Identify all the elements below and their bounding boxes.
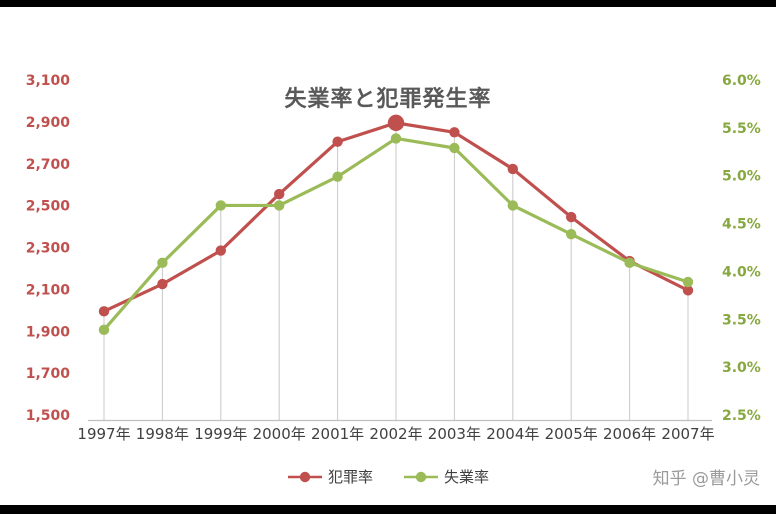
crime-rate-data-point [507, 163, 518, 175]
chart-legend: 犯罪率 失業率 [0, 466, 776, 487]
crime-rate-data-point [566, 211, 577, 223]
crime-rate-data-point [449, 127, 460, 138]
top-letterbox-bar [0, 0, 776, 7]
crime-rate-data-point [682, 285, 694, 296]
legend-label-crime-rate: 犯罪率 [327, 468, 373, 486]
right-axis-tick-label: 3.5% [722, 312, 761, 328]
x-axis-label: 2007年 [661, 425, 714, 443]
unemployment-rate-data-point [624, 257, 635, 269]
right-axis-tick-label: 4.5% [722, 217, 761, 233]
crime-rate-data-point [274, 188, 285, 200]
right-axis-tick-label: 5.0% [722, 169, 761, 185]
x-axis-label: 2000年 [253, 425, 306, 443]
x-axis-label: 1999年 [194, 425, 247, 443]
unemployment-rate-data-point [682, 276, 694, 288]
legend-item-unemployment-rate[interactable]: 失業率 [403, 466, 489, 487]
legend-label-unemployment-rate: 失業率 [444, 468, 490, 486]
right-axis-tick-label: 2.5% [722, 408, 761, 424]
unemployment-rate-data-point [332, 171, 343, 182]
crime-rate-data-point [332, 136, 343, 147]
unemployment-rate-data-point [390, 133, 402, 144]
bottom-letterbox-bar [0, 505, 776, 514]
right-axis-tick-label: 4.0% [722, 264, 761, 280]
x-axis-label: 2005年 [545, 425, 598, 443]
left-axis-tick-label: 1,500 [26, 408, 71, 424]
left-axis-tick-label: 1,700 [26, 366, 71, 382]
x-axis-label: 2002年 [369, 425, 422, 443]
unemployment-rate-data-point [215, 200, 226, 211]
unemployment-rate-data-point [566, 228, 577, 240]
left-axis-tick-label: 2,300 [26, 241, 71, 257]
crime-rate-data-point [157, 278, 168, 290]
right-axis-tick-label: 6.0% [722, 73, 761, 89]
x-axis-label: 2004年 [486, 425, 539, 443]
left-axis-tick-label: 1,900 [26, 324, 71, 340]
unemployment-rate-data-point [157, 257, 168, 269]
unemployment-rate-data-point [449, 142, 460, 154]
left-axis-tick-label: 2,100 [26, 282, 71, 298]
x-axis-label: 2001年 [311, 425, 364, 443]
x-axis-label: 1998年 [136, 425, 189, 443]
unemployment-rate-legend-swatch-icon [404, 471, 438, 482]
right-axis-tick-label: 3.0% [722, 360, 761, 376]
unemployment-rate-data-point [274, 200, 285, 211]
right-axis-tick-label: 5.5% [722, 121, 761, 137]
crime-rate-legend-swatch-icon [287, 471, 322, 482]
left-axis-tick-label: 2,500 [26, 199, 71, 215]
x-axis-label: 1997年 [77, 425, 130, 443]
unemployment-rate-data-point [507, 200, 518, 211]
left-axis-tick-label: 2,900 [26, 115, 71, 131]
crime-rate-data-point [387, 114, 405, 132]
crime-rate-data-point [98, 306, 110, 317]
watermark: 知乎 @曹小灵 [652, 469, 760, 489]
x-axis-label: 2006年 [603, 425, 656, 443]
left-axis-tick-label: 2,700 [26, 157, 71, 173]
crime-rate-data-point [215, 245, 226, 256]
legend-item-crime-rate[interactable]: 犯罪率 [287, 466, 373, 487]
left-axis-tick-label: 3,100 [26, 73, 71, 89]
unemployment-rate-data-point [98, 324, 110, 336]
x-axis-label: 2003年 [428, 425, 481, 443]
